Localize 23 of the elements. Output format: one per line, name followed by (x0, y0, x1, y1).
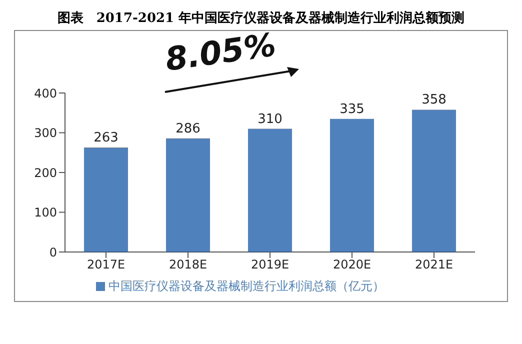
x-tick-label: 2020E (332, 258, 372, 272)
x-tick-label: 2019E (250, 258, 290, 272)
y-tick-label: 0 (49, 245, 57, 260)
data-label: 263 (94, 130, 118, 146)
data-label: 335 (340, 102, 364, 117)
x-tick-label: 2017E (86, 258, 126, 272)
y-tick-label: 200 (34, 166, 57, 180)
legend-label: 中国医疗仪器设备及器械制造行业利润总额（亿元） (108, 279, 384, 293)
bar (166, 138, 210, 252)
y-tick-label: 400 (34, 86, 57, 100)
chart-title: 图表 2017-2021 年中国医疗仪器设备及器械制造行业利润总额预测 (56, 10, 466, 28)
data-label: 358 (422, 92, 446, 108)
bar (412, 110, 456, 252)
bar (248, 128, 292, 252)
y-tick-label: 300 (34, 126, 57, 140)
bar (84, 147, 128, 252)
x-tick-label: 2021E (414, 258, 454, 272)
data-label: 286 (176, 121, 200, 136)
data-label: 310 (258, 112, 282, 127)
x-tick-label: 2018E (168, 258, 208, 272)
y-tick-label: 100 (34, 206, 57, 220)
bar (330, 118, 374, 252)
text: 8.05% (162, 25, 278, 79)
